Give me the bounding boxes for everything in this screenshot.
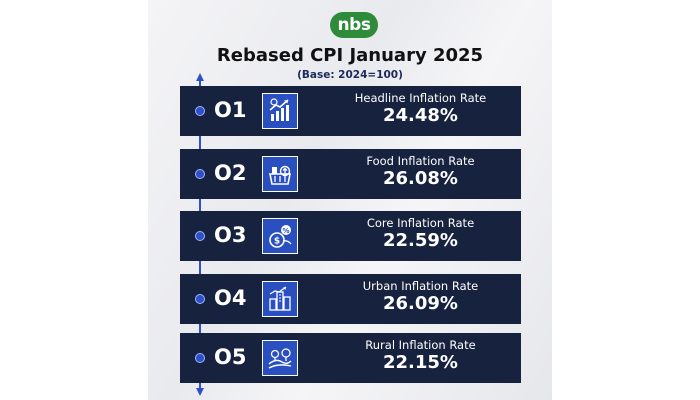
item-label: Core Inflation Rate [366,216,475,230]
item-number: O1 [214,98,247,122]
item-value: 22.59% [383,230,458,251]
arrow-up-icon [196,73,204,81]
infographic-card: nbs Rebased CPI January 2025 (Base: 2024… [148,0,552,400]
page-subtitle: (Base: 2024=100) [297,69,403,81]
timeline-dot [195,353,205,363]
item-value: 26.09% [383,293,458,314]
timeline-dot [195,106,205,116]
svg-text:$: $ [274,237,280,247]
item-value: 26.08% [383,168,458,189]
arrow-down-icon [196,388,204,396]
item-label: Headline Inflation Rate [354,91,487,105]
list-item-headline-inflation: O1 Headline Inflation Rate 24.48% [180,86,521,136]
logo-text: nbs [337,14,371,35]
money-bag-percent-icon: $ % [262,218,298,254]
page-title: Rebased CPI January 2025 [216,45,484,66]
item-label: Urban Inflation Rate [362,279,479,293]
timeline-dot [195,294,205,304]
item-label: Food Inflation Rate [366,154,475,168]
city-buildings-icon [262,281,298,317]
list-item-urban-inflation: O4 Urban Inflation Rate 26.09% [180,274,521,324]
nbs-logo: nbs [330,12,378,38]
item-value: 22.15% [383,352,458,373]
item-value: 24.48% [383,105,458,126]
list-item-food-inflation: O2 Food Inflation Rate 26.08% [180,149,521,199]
item-number: O2 [214,161,247,185]
svg-text:%: % [282,227,289,235]
item-number: O3 [214,223,247,247]
item-number: O5 [214,345,247,369]
list-item-rural-inflation: O5 Rural Inflation Rate 22.15% [180,333,521,383]
rising-chart-icon [262,93,298,129]
item-label: Rural Inflation Rate [365,338,476,352]
rural-landscape-icon [262,340,298,376]
timeline-dot [195,231,205,241]
timeline-dot [195,169,205,179]
item-number: O4 [214,286,247,310]
list-item-core-inflation: O3 $ % Core Inflation Rate 22.59% [180,211,521,261]
food-basket-icon [262,156,298,192]
